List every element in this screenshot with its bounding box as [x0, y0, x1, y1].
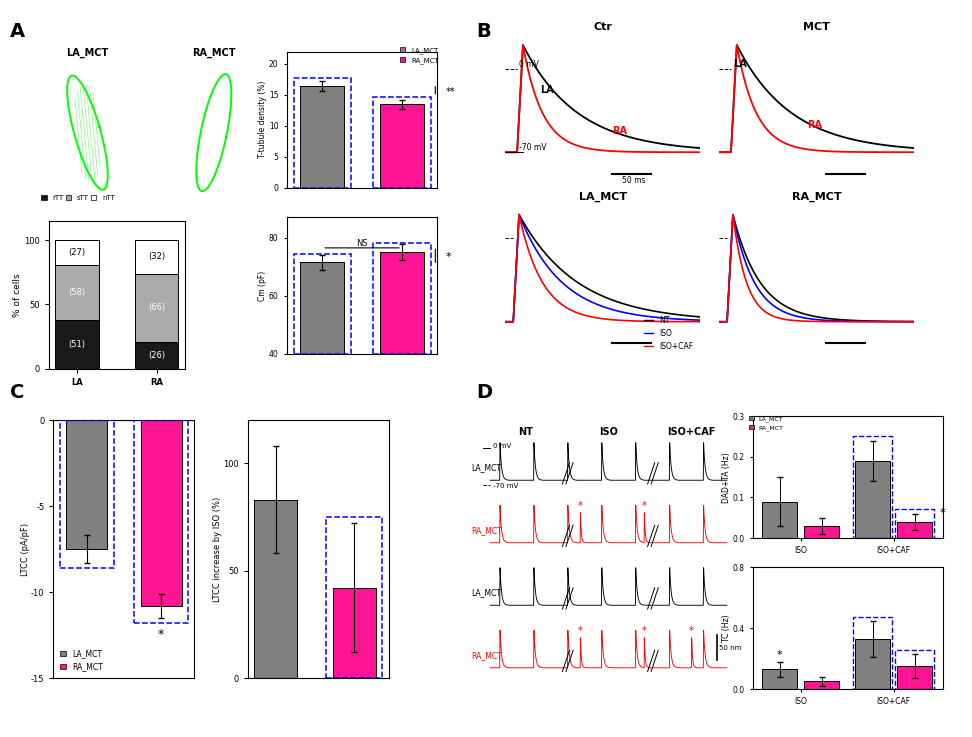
Text: *: *: [689, 626, 694, 636]
Bar: [762, 669, 797, 689]
Text: (51): (51): [68, 340, 86, 349]
Text: *: *: [940, 508, 946, 517]
Text: (58): (58): [68, 288, 86, 297]
Title: LA_MCT: LA_MCT: [66, 48, 109, 58]
Title: Ctr: Ctr: [593, 22, 612, 32]
Text: **: **: [446, 87, 455, 97]
Legend: LA_MCT, RA_MCT: LA_MCT, RA_MCT: [746, 413, 786, 433]
Text: *: *: [777, 650, 782, 660]
Bar: [855, 639, 890, 689]
Text: RA_MCT: RA_MCT: [471, 651, 503, 660]
Text: (66): (66): [148, 303, 165, 312]
Text: -70 mV: -70 mV: [519, 143, 546, 152]
Text: RA: RA: [807, 120, 821, 130]
Text: B: B: [476, 22, 491, 41]
Y-axis label: T-tubule density (%): T-tubule density (%): [259, 81, 267, 158]
Text: *: *: [446, 252, 451, 262]
Text: C: C: [10, 383, 24, 402]
Y-axis label: TC (Hz): TC (Hz): [722, 615, 732, 642]
Y-axis label: DAD+TA (Hz): DAD+TA (Hz): [722, 452, 732, 503]
Bar: [54, 265, 99, 320]
Legend: rTT, sTT, nTT: rTT, sTT, nTT: [39, 192, 118, 203]
Bar: [804, 682, 839, 689]
Y-axis label: Cm (pF): Cm (pF): [259, 270, 267, 301]
Legend: LA_MCT, RA_MCT: LA_MCT, RA_MCT: [397, 44, 441, 66]
Bar: [134, 240, 179, 273]
Text: ISO+CAF: ISO+CAF: [667, 427, 715, 437]
Bar: [897, 522, 932, 538]
Y-axis label: LTCC increase by ISO (%): LTCC increase by ISO (%): [213, 497, 222, 601]
Text: 0 mV: 0 mV: [519, 60, 538, 69]
Title: RA_MCT: RA_MCT: [791, 192, 842, 202]
Text: LA: LA: [733, 58, 746, 69]
Bar: [380, 104, 424, 188]
Bar: [134, 273, 179, 342]
Text: 20 μm: 20 μm: [35, 199, 57, 205]
Title: LA_MCT: LA_MCT: [578, 192, 627, 202]
Text: (26): (26): [148, 351, 165, 360]
Text: *: *: [158, 629, 164, 641]
Text: *: *: [577, 501, 582, 511]
Bar: [300, 85, 344, 188]
Bar: [134, 342, 179, 368]
Text: LA_MCT: LA_MCT: [471, 464, 502, 472]
Text: *: *: [642, 626, 646, 636]
Bar: [855, 461, 890, 538]
Text: 50 ms: 50 ms: [622, 176, 645, 185]
Bar: [897, 666, 932, 689]
Text: *: *: [642, 501, 646, 511]
Text: NS: NS: [357, 239, 367, 248]
Text: ISO: ISO: [599, 427, 618, 437]
Bar: [762, 501, 797, 538]
Text: -70 mV: -70 mV: [493, 483, 518, 489]
Text: NT: NT: [518, 427, 534, 437]
Bar: [380, 252, 424, 469]
Text: RA_MCT: RA_MCT: [471, 525, 503, 535]
Bar: [804, 526, 839, 538]
Bar: [54, 240, 99, 265]
Text: A: A: [10, 22, 25, 41]
Text: (27): (27): [68, 248, 86, 257]
Bar: [66, 420, 107, 549]
Bar: [54, 320, 99, 368]
Y-axis label: LTCC (pA/pF): LTCC (pA/pF): [20, 523, 29, 576]
Text: LA: LA: [540, 85, 554, 94]
Text: *: *: [577, 626, 582, 636]
Text: LA_MCT: LA_MCT: [471, 588, 502, 597]
Bar: [300, 262, 344, 469]
Text: D: D: [476, 383, 493, 402]
Text: 0 mV: 0 mV: [493, 443, 511, 449]
Y-axis label: % of cells: % of cells: [14, 273, 22, 317]
Bar: [141, 420, 182, 606]
Text: (32): (32): [148, 253, 165, 262]
Title: MCT: MCT: [803, 22, 830, 32]
Legend: NT, ISO, ISO+CAF: NT, ISO, ISO+CAF: [641, 313, 696, 354]
Title: RA_MCT: RA_MCT: [192, 48, 235, 58]
Text: RA: RA: [612, 126, 627, 136]
Bar: [332, 588, 376, 678]
Bar: [255, 500, 297, 678]
Text: 50 nm: 50 nm: [718, 645, 741, 651]
Legend: LA_MCT, RA_MCT: LA_MCT, RA_MCT: [57, 646, 106, 674]
